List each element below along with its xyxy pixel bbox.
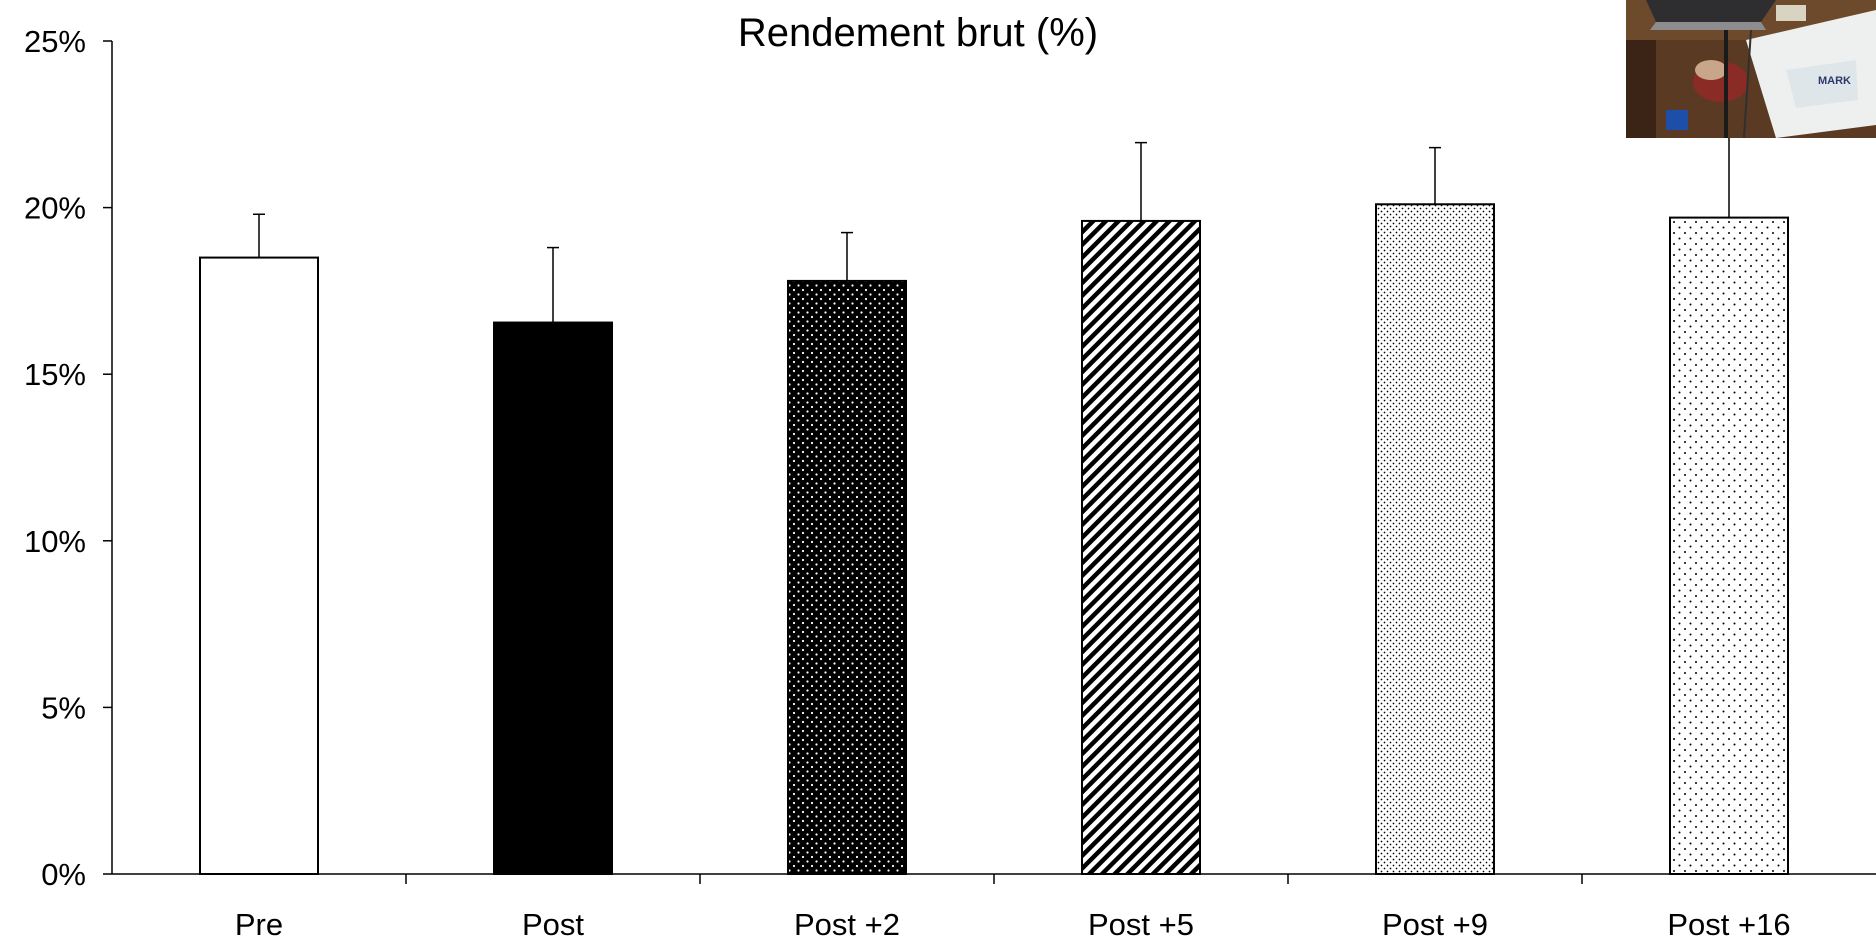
x-tick-label: Pre (235, 907, 283, 941)
x-tick-label: Post +2 (794, 907, 900, 941)
y-tick-label: 25% (24, 24, 86, 59)
y-tick-label: 15% (24, 357, 86, 392)
bar-post-9 (1375, 203, 1495, 875)
bar-post-5 (1081, 219, 1201, 876)
bar-post-2 (787, 279, 907, 875)
svg-text:MARK: MARK (1818, 75, 1851, 87)
bar-post (493, 321, 613, 875)
ergometer-photo-image: MARK (1626, 0, 1876, 138)
y-tick-label: 5% (41, 690, 86, 725)
y-tick-label: 20% (24, 191, 86, 226)
x-tick-label: Post (522, 907, 584, 941)
y-tick-label: 10% (24, 524, 86, 559)
y-tick-label: 0% (41, 857, 86, 892)
x-tick-label: Post +16 (1667, 907, 1790, 941)
bar-post-16 (1669, 216, 1789, 875)
bar-pre (199, 256, 319, 875)
x-tick-label: Post +5 (1088, 907, 1194, 941)
x-tick-label: Post +9 (1382, 907, 1488, 941)
chart-title: Rendement brut (%) (738, 11, 1098, 55)
ergometer-photo: MARK (1626, 0, 1876, 138)
